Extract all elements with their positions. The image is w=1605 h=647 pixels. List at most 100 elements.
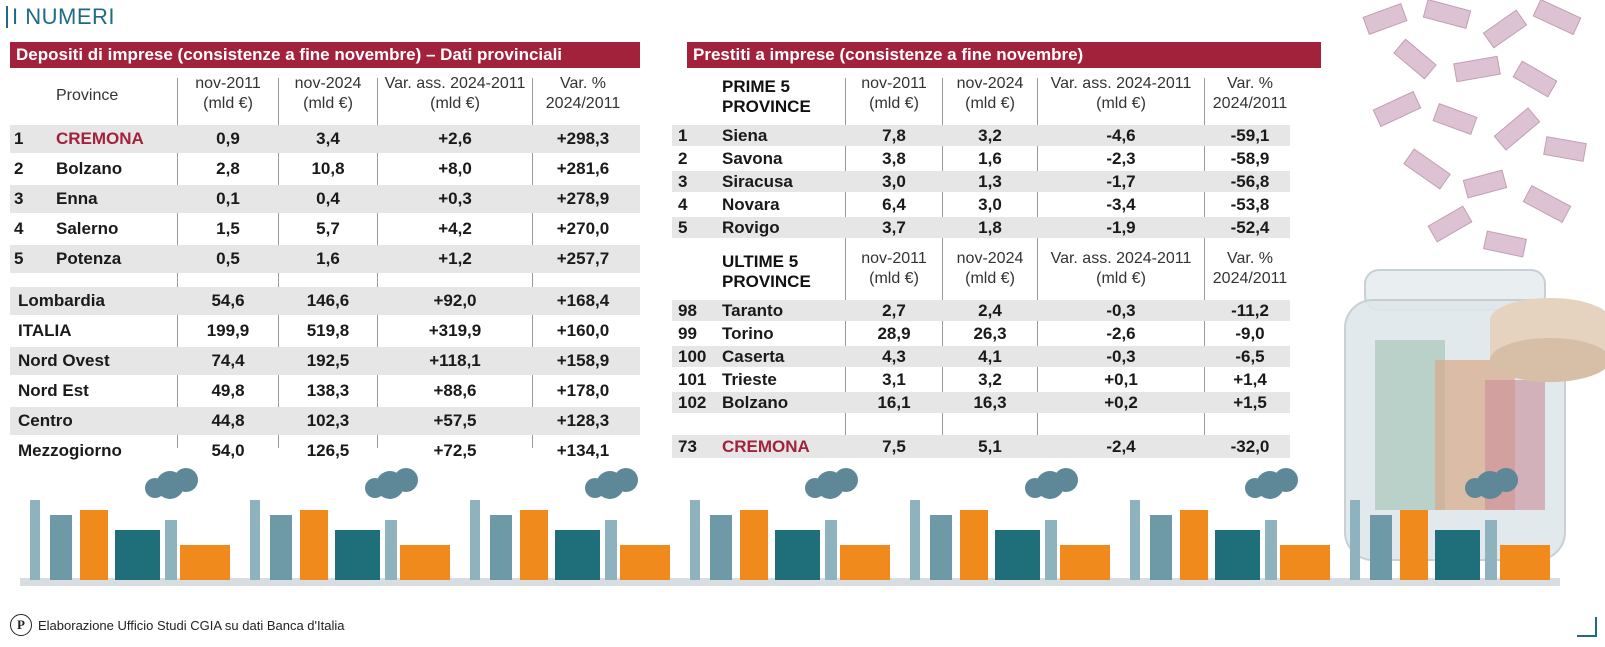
nov2024-cell: 3,2 xyxy=(978,126,1002,145)
table-row: 4 Novara 6,4 3,0 -3,4 -53,8 xyxy=(672,193,1290,216)
source-note: P Elaborazione Ufficio Studi CGIA su dat… xyxy=(10,614,344,636)
nov2011-header: nov-2011 (mld €) xyxy=(861,75,927,112)
table-row: Nord Est 49,8 138,3 +88,6 +178,0 xyxy=(10,376,640,406)
chimney xyxy=(250,500,260,580)
var-pct-cell: +128,3 xyxy=(556,411,610,430)
factory-building xyxy=(1215,530,1260,580)
rank-cell: 4 xyxy=(14,219,24,238)
nov2024-cell: 519,8 xyxy=(306,321,350,340)
var-ass-header: Var. ass. 2024-2011 (mld €) xyxy=(384,75,526,112)
tower xyxy=(270,515,292,580)
nov2011-cell: 54,6 xyxy=(211,291,245,310)
chimney xyxy=(470,500,480,580)
rank-cell: 101 xyxy=(678,370,707,389)
var-pct-cell: -52,4 xyxy=(1230,218,1270,237)
table-row: Centro 44,8 102,3 +57,5 +128,3 xyxy=(10,406,640,436)
nov2011-cell: 54,0 xyxy=(211,441,245,460)
name-cell: Savona xyxy=(722,149,783,168)
var-ass-cell: +72,5 xyxy=(433,441,477,460)
nov2011-cell: 3,8 xyxy=(882,149,906,168)
table-row: Lombardia 54,6 146,6 +92,0 +168,4 xyxy=(10,286,640,316)
var-pct-cell: +298,3 xyxy=(556,129,610,148)
smoke-cloud xyxy=(805,478,825,498)
var-ass-cell: +0,1 xyxy=(1104,370,1138,389)
name-cell: ITALIA xyxy=(18,321,72,340)
var-ass-cell: +92,0 xyxy=(433,291,477,310)
nov2011-cell: 0,9 xyxy=(216,129,240,148)
var-pct-header: Var. % 2024/2011 xyxy=(1212,250,1288,287)
nov2024-cell: 3,0 xyxy=(978,195,1002,214)
table-row: 2 Bolzano 2,8 10,8 +8,0 +281,6 xyxy=(10,154,640,184)
rank-cell: 5 xyxy=(14,249,24,268)
tower xyxy=(490,515,512,580)
smoke-cloud xyxy=(1274,468,1298,492)
var-ass-cell: +1,2 xyxy=(438,249,472,268)
table-row: 99 Torino 28,9 26,3 -2,6 -9,0 xyxy=(672,322,1290,345)
nov2024-cell: 5,7 xyxy=(316,219,340,238)
chimney xyxy=(690,500,700,580)
nov2011-cell: 4,3 xyxy=(882,347,906,366)
rank-cell: 73 xyxy=(678,437,697,456)
rank-cell: 98 xyxy=(678,301,697,320)
table-row: 5 Potenza 0,5 1,6 +1,2 +257,7 xyxy=(10,244,640,274)
nov2011-cell: 16,1 xyxy=(877,393,911,412)
var-ass-cell: -0,3 xyxy=(1106,347,1136,366)
name-cell: Torino xyxy=(722,324,774,343)
name-cell: Bolzano xyxy=(722,393,789,412)
nov2024-cell: 26,3 xyxy=(973,324,1007,343)
nov2024-header: nov-2024 (mld €) xyxy=(956,75,1024,112)
table-row: 3 Enna 0,1 0,4 +0,3 +278,9 xyxy=(10,184,640,214)
tower xyxy=(1150,515,1172,580)
nov2011-cell: 74,4 xyxy=(211,351,245,370)
table-row: 3 Siracusa 3,0 1,3 -1,7 -56,8 xyxy=(672,170,1290,193)
var-ass-cell: +0,2 xyxy=(1104,393,1138,412)
nov2011-header: nov-2011 (mld €) xyxy=(861,250,927,287)
name-cell: Rovigo xyxy=(722,218,780,237)
rank-cell: 2 xyxy=(678,149,688,168)
var-ass-header: Var. ass. 2024-2011 (mld €) xyxy=(1050,75,1192,112)
table-row: 1 Siena 7,8 3,2 -4,6 -59,1 xyxy=(672,124,1290,147)
var-ass-cell: -2,3 xyxy=(1106,149,1136,168)
table-row: 101 Trieste 3,1 3,2 +0,1 +1,4 xyxy=(672,368,1290,391)
var-ass-header: Var. ass. 2024-2011 (mld €) xyxy=(1050,250,1192,287)
var-pct-cell: -53,8 xyxy=(1230,195,1270,214)
nov2011-cell: 6,4 xyxy=(882,195,906,214)
rank-cell: 102 xyxy=(678,393,707,412)
var-pct-cell: +1,5 xyxy=(1233,393,1267,412)
silo xyxy=(520,510,548,580)
nov2024-cell: 16,3 xyxy=(973,393,1007,412)
name-cell: Lombardia xyxy=(18,291,105,310)
smoke-cloud xyxy=(1054,468,1078,492)
nov2024-cell: 192,5 xyxy=(306,351,350,370)
smoke-cloud xyxy=(145,478,165,498)
var-pct-header: Var. % 2024/2011 xyxy=(1212,75,1288,112)
nov2024-cell: 102,3 xyxy=(306,411,350,430)
smoke-cloud xyxy=(1025,478,1045,498)
chimney xyxy=(385,520,397,580)
var-pct-cell: -11,2 xyxy=(1231,301,1269,320)
nov2024-cell: 0,4 xyxy=(316,189,340,208)
nov2011-cell: 44,8 xyxy=(211,411,245,430)
var-pct-cell: -56,8 xyxy=(1230,172,1270,191)
var-pct-cell: +168,4 xyxy=(556,291,610,310)
smoke-cloud xyxy=(1465,478,1485,498)
silo xyxy=(1180,510,1208,580)
var-pct-cell: +278,9 xyxy=(556,189,610,208)
industrial-skyline-illustration xyxy=(20,468,1560,586)
nov2024-cell: 1,6 xyxy=(316,249,340,268)
rank-cell: 4 xyxy=(678,195,688,214)
name-cell: Trieste xyxy=(722,370,777,389)
nov2011-cell: 0,5 xyxy=(216,249,240,268)
factory-building xyxy=(335,530,380,580)
warehouse xyxy=(180,545,230,580)
var-pct-cell: +158,9 xyxy=(556,351,610,370)
publisher-logo-icon: P xyxy=(10,614,32,636)
section-marker xyxy=(6,6,8,28)
name-cell: Enna xyxy=(56,189,98,208)
rank-cell: 2 xyxy=(14,159,24,178)
rank-cell: 5 xyxy=(678,218,688,237)
nov2024-header: nov-2024 (mld €) xyxy=(294,75,362,112)
var-pct-header: Var. % 2024/2011 xyxy=(545,75,621,112)
var-ass-cell: -1,7 xyxy=(1106,172,1136,191)
var-ass-cell: +0,3 xyxy=(438,189,472,208)
